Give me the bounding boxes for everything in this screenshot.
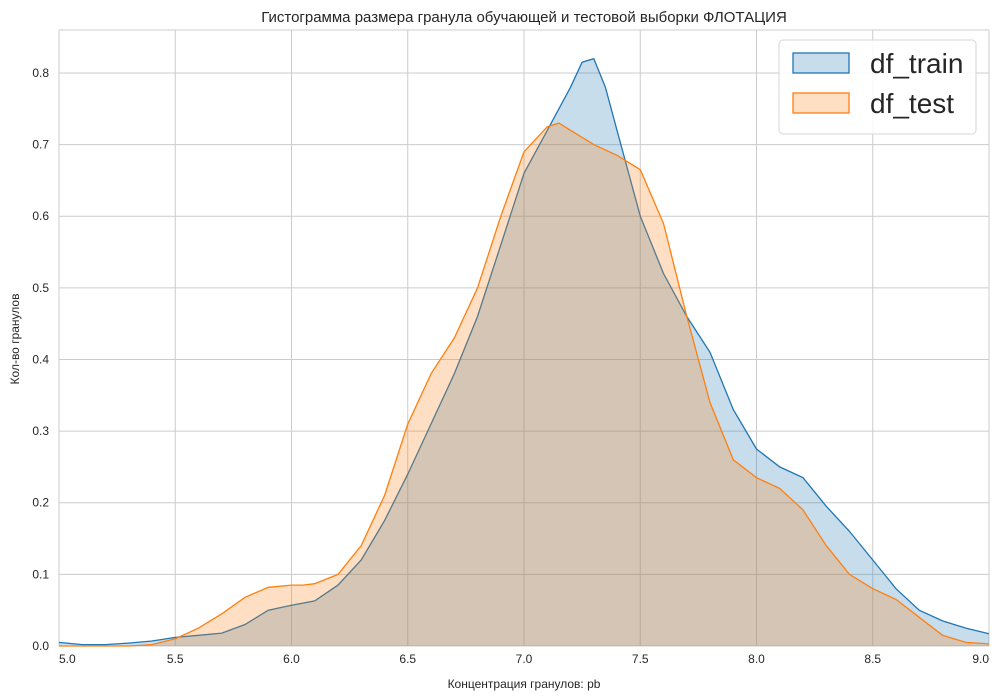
x-tick-label: 7.5 — [632, 652, 649, 666]
x-axis-label: Концентрация гранулов: pb — [448, 677, 601, 691]
series-group — [58, 57, 990, 647]
series-line-df_test — [59, 122, 990, 647]
y-tick-label: 0.2 — [32, 496, 49, 510]
y-tick-labels: 0.0 0.1 0.2 0.3 0.4 0.5 0.6 0.7 0.8 — [32, 66, 49, 653]
legend-box — [778, 39, 977, 135]
x-tick-label: 6.0 — [283, 652, 300, 666]
chart-title: Гистограмма размера гранула обучающей и … — [261, 9, 787, 26]
y-tick-label: 0.3 — [32, 424, 49, 438]
legend-swatch-df_test — [792, 92, 850, 114]
y-tick-label: 0.8 — [32, 66, 49, 80]
x-tick-label: 5.5 — [167, 652, 184, 666]
x-tick-labels: 5.0 5.5 6.0 6.5 7.0 7.5 8.0 8.5 9.0 — [59, 652, 989, 666]
y-tick-label: 0.5 — [32, 281, 49, 295]
x-tick-label: 8.5 — [864, 652, 881, 666]
x-tick-label: 7.0 — [516, 652, 533, 666]
y-tick-label: 0.1 — [32, 567, 49, 581]
x-tick-label: 8.0 — [748, 652, 765, 666]
y-tick-label: 0.0 — [32, 639, 49, 653]
x-tick-label: 9.0 — [972, 652, 989, 666]
y-tick-label: 0.6 — [32, 209, 49, 223]
x-tick-label: 6.5 — [399, 652, 416, 666]
y-tick-label: 0.4 — [32, 352, 49, 366]
y-tick-label: 0.7 — [32, 138, 49, 152]
x-tick-label: 5.0 — [59, 652, 76, 666]
legend-swatch-df_train — [792, 52, 850, 74]
y-axis-label: Кол-во гранулов — [8, 294, 22, 385]
series-fill-df_train — [59, 58, 989, 646]
legend-label-df_train: df_train — [870, 48, 963, 79]
legend-label-df_test: df_test — [870, 88, 954, 119]
legend: df_train df_test — [778, 39, 977, 135]
series-fill-df_test — [59, 123, 989, 647]
grid-lines — [58, 30, 990, 647]
series-line-df_train — [58, 57, 990, 646]
